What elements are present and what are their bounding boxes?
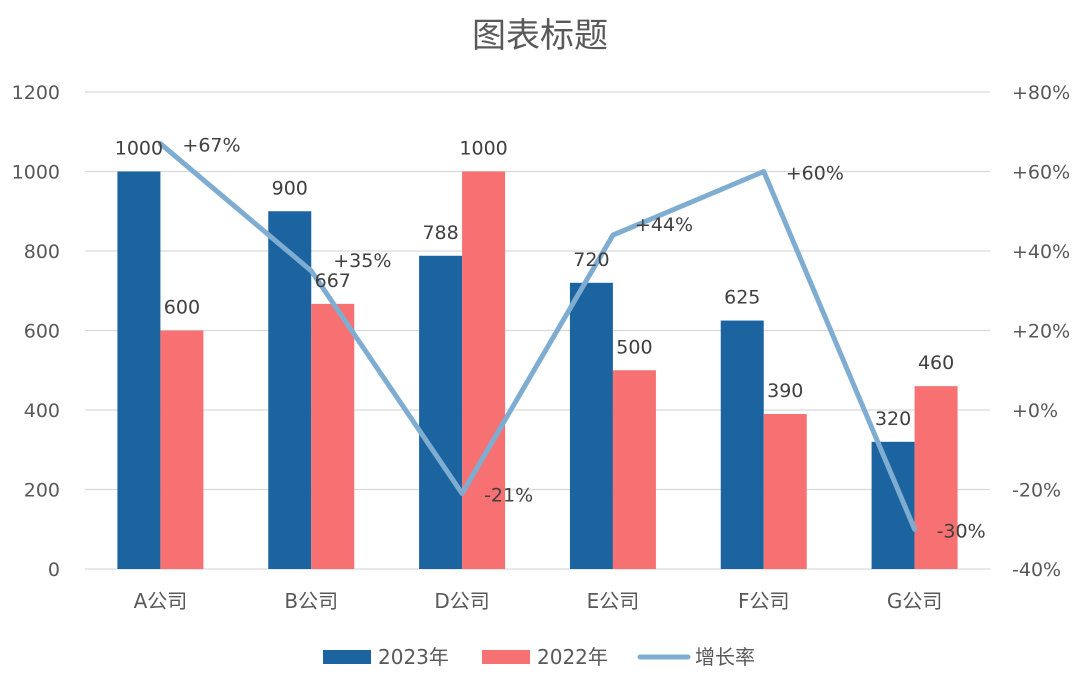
bar-2022 <box>914 386 958 569</box>
data-label-2022: 600 <box>164 297 200 319</box>
right-tick-label: +20% <box>1012 321 1070 343</box>
data-label-2022: 500 <box>616 336 652 358</box>
bar-2023 <box>268 211 312 569</box>
legend: 2023年 2022年 增长率 <box>323 645 755 669</box>
data-label-growth: -21% <box>484 484 533 506</box>
right-tick-label: +40% <box>1012 241 1070 263</box>
legend-swatch-2023 <box>323 650 371 664</box>
left-axis-ticks: 0 200 400 600 800 1000 1200 <box>12 82 60 581</box>
data-label-2023: 625 <box>724 287 760 309</box>
bar-2023 <box>419 255 463 569</box>
gridlines <box>85 91 990 570</box>
bar-2022 <box>160 330 204 569</box>
data-label-2023: 900 <box>272 177 308 199</box>
bar-2023 <box>720 320 764 569</box>
left-tick-label: 400 <box>24 400 60 422</box>
left-tick-label: 1200 <box>12 82 60 104</box>
bar-2022 <box>311 303 355 569</box>
left-tick-label: 200 <box>24 480 60 502</box>
data-label-growth: -30% <box>937 520 986 542</box>
bar-2022 <box>612 370 656 569</box>
data-label-growth: +35% <box>333 250 391 272</box>
category-label: G公司 <box>887 589 943 613</box>
legend-label-growth: 增长率 <box>695 645 755 669</box>
chart-title: 图表标题 <box>472 16 608 56</box>
data-label-growth: +67% <box>182 135 240 157</box>
bars <box>117 171 958 569</box>
category-label: E公司 <box>587 589 640 613</box>
bar-2022 <box>462 171 506 569</box>
category-label: A公司 <box>134 589 188 613</box>
data-label-2023: 1000 <box>115 138 163 160</box>
right-tick-label: +0% <box>1012 400 1058 422</box>
growth-line <box>157 141 918 532</box>
bar-2022 <box>763 413 807 569</box>
right-tick-label: -40% <box>1012 559 1061 581</box>
bar-2023 <box>117 171 161 569</box>
left-tick-label: 600 <box>24 321 60 343</box>
legend-label-2022: 2022年 <box>537 645 608 669</box>
data-label-2023: 720 <box>573 249 609 271</box>
right-tick-label: +60% <box>1012 162 1070 184</box>
bar-2023 <box>871 441 915 569</box>
data-label-2022: 1000 <box>459 138 507 160</box>
data-label-2023: 788 <box>422 222 458 244</box>
category-label: B公司 <box>284 589 338 613</box>
data-label-2022: 460 <box>918 352 954 374</box>
category-labels: A公司 B公司 D公司 E公司 F公司 G公司 <box>134 589 943 613</box>
legend-label-2023: 2023年 <box>378 645 449 669</box>
category-label: F公司 <box>738 589 790 613</box>
category-label: D公司 <box>434 589 489 613</box>
left-tick-label: 0 <box>48 559 60 581</box>
right-tick-label: -20% <box>1012 480 1061 502</box>
growth-line-path <box>157 141 918 532</box>
left-tick-label: 1000 <box>12 162 60 184</box>
data-labels: 1000 600 900 667 788 1000 720 500 625 390 320 460 +6… <box>115 135 986 543</box>
bar-2023 <box>569 282 613 569</box>
data-label-growth: +60% <box>786 163 844 185</box>
data-label-2022: 390 <box>767 380 803 402</box>
right-tick-label: +80% <box>1012 82 1070 104</box>
data-label-growth: +44% <box>635 214 693 236</box>
left-tick-label: 800 <box>24 241 60 263</box>
data-label-2022: 667 <box>315 270 351 292</box>
right-axis-ticks: -40% -20% +0% +20% +40% +60% +80% <box>1012 82 1070 581</box>
data-label-2023: 320 <box>875 408 911 430</box>
legend-swatch-2022 <box>482 650 530 664</box>
